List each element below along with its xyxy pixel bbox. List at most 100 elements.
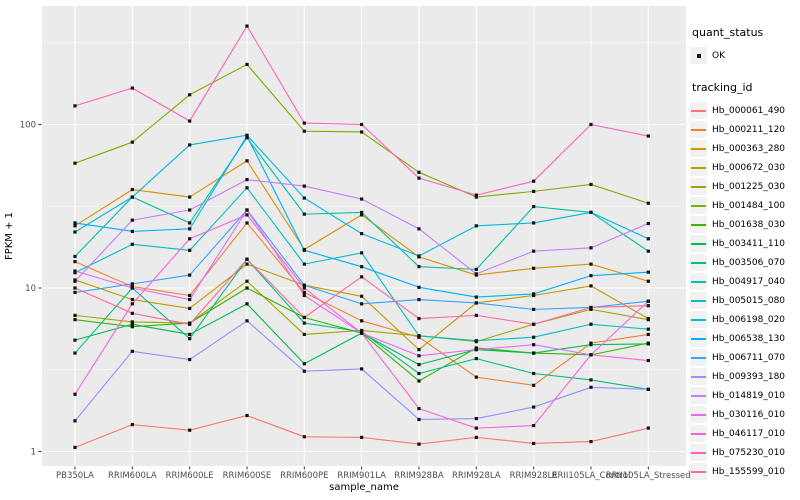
data-point — [417, 170, 421, 174]
data-point — [73, 351, 77, 355]
data-point — [474, 339, 478, 343]
legend-item: Hb_004917_040 — [690, 272, 800, 291]
data-point — [360, 122, 364, 127]
data-point — [130, 297, 134, 302]
data-point — [589, 210, 593, 214]
data-point — [73, 286, 77, 290]
data-point — [474, 272, 478, 276]
data-point — [360, 302, 364, 306]
data-point — [646, 304, 650, 308]
legend-item-label: Hb_001225_030 — [712, 181, 786, 192]
data-point — [589, 182, 593, 187]
data-point — [188, 357, 192, 362]
legend-item: Hb_000211_120 — [690, 120, 800, 139]
data-point — [646, 134, 650, 138]
x-tick-label: RRIM928LE — [510, 471, 558, 481]
data-point — [417, 297, 421, 302]
data-point — [130, 320, 134, 324]
data-point — [130, 322, 134, 326]
data-point — [302, 321, 306, 325]
data-point — [73, 313, 77, 317]
data-point — [474, 267, 478, 271]
data-point — [245, 319, 249, 323]
data-point — [589, 322, 593, 326]
data-point — [589, 122, 593, 127]
data-point — [130, 242, 134, 246]
legend-item-label: Hb_001638_030 — [712, 219, 786, 230]
data-point — [302, 290, 306, 294]
data-point — [245, 286, 249, 290]
data-point — [188, 293, 192, 298]
data-point — [245, 24, 249, 28]
data-point — [73, 161, 77, 165]
legend-item: Hb_001638_030 — [690, 215, 800, 234]
legend-item-label: Hb_005015_080 — [712, 295, 786, 306]
data-point — [646, 342, 650, 346]
data-point — [360, 251, 364, 255]
data-point — [302, 369, 306, 373]
data-point — [73, 392, 77, 396]
series-line-icon — [690, 178, 707, 195]
legend-item: Hb_006711_070 — [690, 348, 800, 367]
data-point — [417, 354, 421, 358]
series-line-icon — [690, 216, 707, 233]
x-tick-label: RRII105LA_Stressed — [606, 471, 690, 481]
series-line-icon — [690, 463, 707, 480]
data-point — [646, 237, 650, 241]
data-point — [360, 210, 364, 214]
data-point — [73, 224, 77, 228]
data-point — [188, 195, 192, 199]
data-point — [360, 275, 364, 279]
data-point — [245, 302, 249, 306]
legend-item-label: Hb_001484_100 — [712, 200, 786, 211]
data-point — [130, 86, 134, 90]
data-point — [532, 441, 536, 446]
data-point — [360, 367, 364, 371]
data-point — [646, 387, 650, 391]
legend-tracking-items: Hb_000061_490 Hb_000211_120 Hb_000363_28… — [690, 101, 800, 481]
series-line-icon — [690, 254, 707, 271]
data-point — [73, 279, 77, 283]
data-point — [245, 208, 249, 212]
legend-item-label: Hb_006538_130 — [712, 333, 786, 344]
data-point — [532, 383, 536, 387]
legend-item: Hb_155599_010 — [690, 462, 800, 481]
x-tick-label: RRIM928LA — [452, 471, 501, 481]
series-line-icon — [690, 273, 707, 290]
legend-item: Hb_001484_100 — [690, 196, 800, 215]
data-point — [646, 426, 650, 430]
legend-item-label: Hb_006711_070 — [712, 352, 786, 363]
data-point — [130, 282, 134, 286]
data-point — [474, 416, 478, 421]
data-point — [130, 187, 134, 192]
data-point — [73, 260, 77, 264]
data-point — [188, 337, 192, 341]
data-point — [474, 195, 478, 199]
plot-panel-wrap: PB350LA RRIM600LA RRIM600LE RRIM600SE RRIM60… — [4, 6, 690, 493]
data-point — [130, 195, 134, 199]
legend-item-label: Hb_003411_110 — [712, 238, 786, 249]
data-point — [417, 227, 421, 231]
fpkm-line-chart: PB350LA RRIM600LA RRIM600LE RRIM600SE RRIM60… — [4, 6, 690, 493]
legend-item-label: Hb_006198_020 — [712, 314, 786, 325]
legend-item: Hb_075230_010 — [690, 443, 800, 462]
y-tick-label: 100 — [20, 121, 36, 131]
data-point — [302, 435, 306, 439]
data-point — [532, 307, 536, 311]
legend-item: Hb_005015_080 — [690, 291, 800, 310]
data-point — [474, 356, 478, 361]
data-point — [130, 325, 134, 329]
data-point — [188, 221, 192, 225]
data-point — [589, 307, 593, 311]
data-point — [532, 371, 536, 376]
data-point — [532, 189, 536, 193]
data-point — [589, 353, 593, 357]
data-point — [474, 347, 478, 352]
data-point — [646, 299, 650, 303]
legend-item-label: Hb_000211_120 — [712, 124, 786, 135]
data-point — [302, 248, 306, 252]
legend-item-label: Hb_030116_010 — [712, 409, 786, 420]
data-point — [130, 286, 134, 290]
data-point — [646, 249, 650, 253]
